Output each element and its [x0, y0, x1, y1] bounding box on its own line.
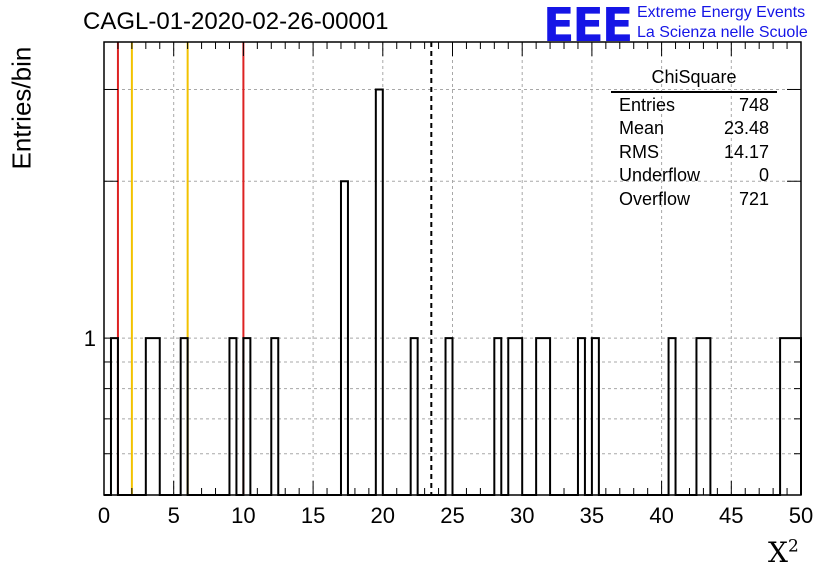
x-tick-label: 20 — [371, 503, 395, 528]
y-axis-label: Entries/bin — [6, 46, 37, 170]
x-tick-label: 30 — [510, 503, 534, 528]
stats-row: Mean 23.48 — [611, 117, 777, 141]
stats-value: 0 — [758, 165, 769, 185]
chart-title: CAGL-01-2020-02-26-00001 — [83, 8, 389, 35]
x-axis-label-superscript: 2 — [787, 536, 799, 557]
reference-lines — [116, 42, 433, 495]
x-axis-label-base: X — [768, 536, 788, 569]
stats-label: Overflow — [619, 188, 691, 209]
stats-rows: Entries 748 Mean 23.48 RMS 14.17 Underflow 0 Ove… — [611, 94, 777, 212]
stats-box: ChiSquare Entries 748 Mean 23.48 RMS 14.17 Und… — [611, 66, 777, 211]
tick-labels: 0 5 10 15 20 25 30 35 40 45 50 1 — [84, 326, 813, 528]
x-tick-label: 5 — [168, 503, 180, 528]
y-tick-label: 1 — [84, 326, 96, 351]
stats-value: 748 — [738, 94, 769, 115]
x-tick-label: 35 — [580, 503, 604, 528]
stats-value: 721 — [738, 188, 769, 209]
stats-row: RMS 14.17 — [611, 141, 777, 165]
stats-title: ChiSquare — [611, 66, 777, 93]
x-tick-label: 40 — [649, 503, 673, 528]
x-tick-label: 0 — [98, 503, 110, 528]
stats-row: Overflow 721 — [611, 188, 777, 212]
stats-label: Entries — [619, 94, 676, 115]
stats-row: Entries 748 — [611, 94, 777, 118]
plot-frame — [103, 41, 802, 496]
stats-value: 23.48 — [723, 118, 769, 138]
stats-value: 14.17 — [723, 141, 769, 162]
stats-label: RMS — [619, 141, 659, 162]
stats-row: Underflow 0 — [611, 164, 777, 188]
logo-line-2: La Scienza nelle Scuole — [637, 24, 808, 41]
stats-label: Underflow — [619, 165, 701, 185]
x-axis-label: X2 — [768, 536, 799, 569]
x-tick-label: 15 — [301, 503, 325, 528]
logo-text: Extreme Energy Events La Scienza nelle S… — [637, 3, 808, 43]
eee-logo: EEE — [543, 0, 633, 52]
x-tick-label: 25 — [440, 503, 464, 528]
x-tick-label: 50 — [789, 503, 813, 528]
stats-label: Mean — [619, 118, 665, 138]
x-tick-label: 45 — [719, 503, 743, 528]
logo-line-1: Extreme Energy Events — [637, 4, 806, 21]
x-tick-label: 10 — [231, 503, 255, 528]
histogram-bin — [376, 89, 383, 495]
